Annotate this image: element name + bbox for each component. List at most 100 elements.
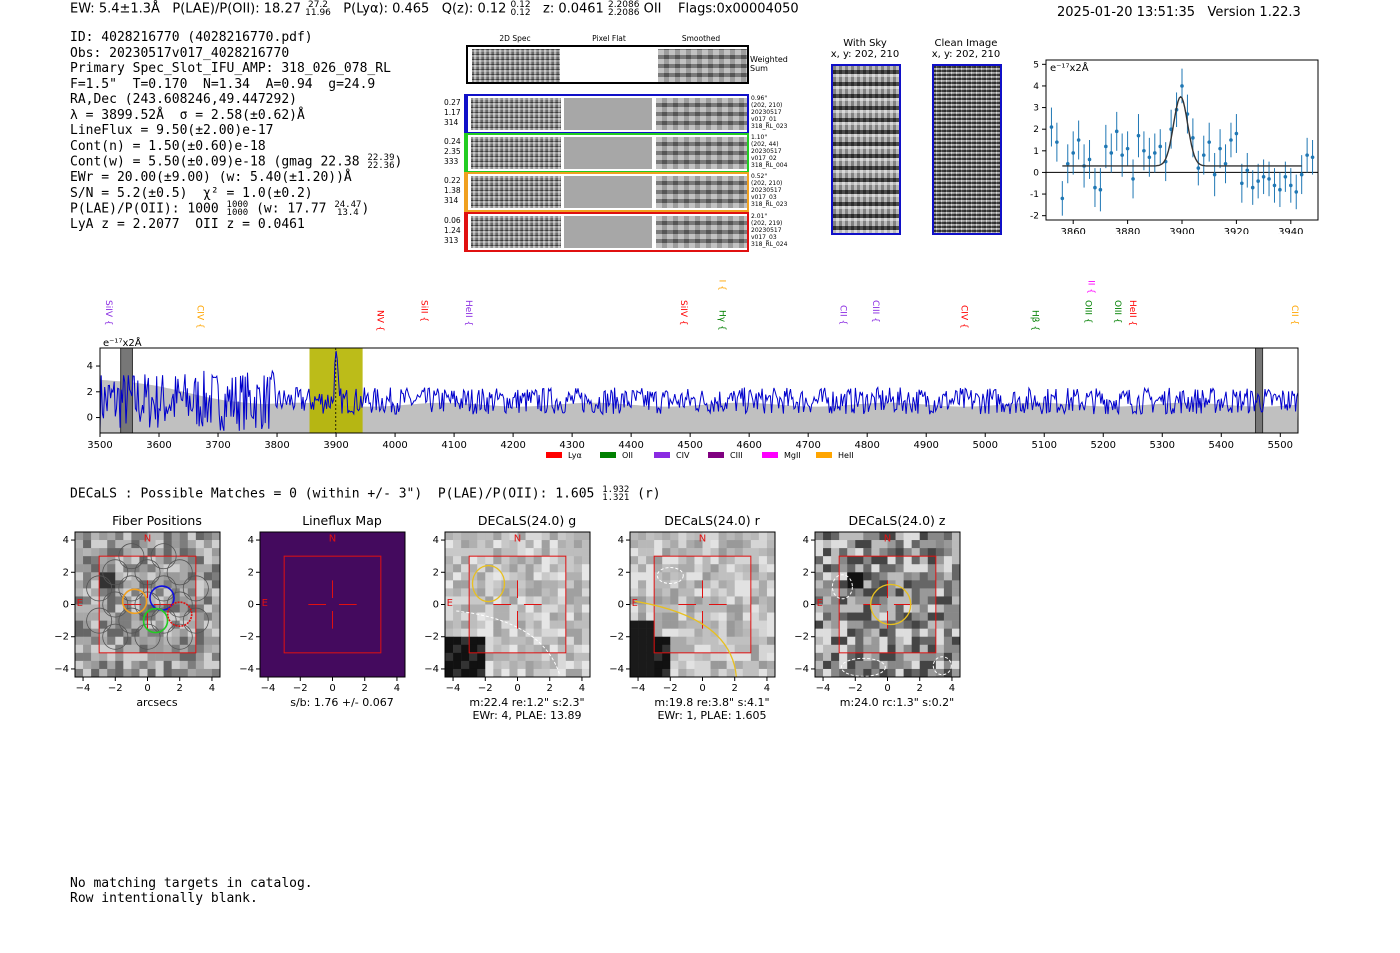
panel-pixel — [509, 580, 518, 589]
zoom-data-point — [1147, 155, 1152, 160]
panel-pixel — [662, 532, 671, 541]
panel-pixel — [573, 548, 583, 557]
panel-pixel — [477, 628, 486, 638]
panel-pixel — [815, 668, 824, 678]
zoom-data-point — [1250, 185, 1255, 190]
panel-pixel — [702, 604, 711, 613]
panel-pixel — [951, 612, 961, 621]
panel-pixel — [75, 660, 84, 670]
col-header-smoothed: Smoothed — [681, 34, 721, 43]
panel-pixel — [541, 644, 551, 654]
panel-pixel — [179, 652, 189, 662]
panel-pixel — [831, 548, 840, 557]
info-plae-row: P(LAE)/P(OII): 1000 1000 1000 (w: 17.77 2… — [70, 200, 370, 218]
panel-pixel — [75, 572, 84, 581]
cutout-meta: v017_03 — [751, 194, 777, 201]
panel-pixel — [461, 540, 470, 549]
source-ellipse — [471, 564, 506, 603]
panel-caption-1-1: arcsecs — [136, 696, 178, 709]
panel-pixel — [734, 532, 744, 541]
panel-pixel — [951, 660, 961, 670]
zoom-ytick-label: 2 — [1033, 125, 1039, 135]
panel-pixel — [839, 644, 848, 654]
panel-pixel — [187, 540, 197, 549]
panel-pixel — [533, 612, 542, 621]
panel-pixel — [147, 636, 156, 646]
panel-pixel — [75, 540, 84, 549]
legend-swatch — [708, 452, 724, 458]
panel-pixel — [525, 628, 534, 638]
panel-pixel — [871, 564, 880, 573]
panel-pixel — [171, 668, 181, 678]
panel-pixel — [678, 636, 687, 646]
panel-xtick-label: 4 — [949, 683, 955, 694]
panel-pixel — [895, 636, 904, 646]
panel-pixel — [654, 620, 663, 629]
panel-pixel — [686, 540, 695, 549]
full-spectrum-chart: 3500 3600 3700 3800 3900 4000 4100 4200 4300 4400… — [87, 280, 1299, 460]
full-line-marker: SiII { — [419, 300, 429, 322]
panel-pixel — [187, 532, 197, 541]
panel-pixel — [815, 612, 824, 621]
panel-pixel — [766, 644, 776, 654]
header-z: z: 0.0461 — [543, 1, 604, 17]
panel-pixel — [195, 660, 205, 670]
panel-pixel — [646, 636, 655, 646]
panel-pixel — [493, 580, 502, 589]
header-q-range: 0.12 0.12 — [510, 0, 531, 18]
full-line-marker-label: OIII { — [1112, 300, 1122, 324]
panel-pixel — [823, 644, 832, 654]
panel-pixel — [155, 588, 164, 597]
east-mark: E — [447, 598, 453, 609]
panel-pixel — [469, 564, 478, 573]
fiber-circle — [134, 559, 161, 586]
panel-pixel — [123, 620, 132, 629]
panel-pixel — [565, 588, 575, 597]
full-line-marker-label: HeII { — [1127, 300, 1137, 326]
panel-pixel — [517, 532, 526, 541]
panel-pixel — [541, 588, 551, 597]
panel-pixel — [847, 636, 856, 646]
panel-pixel — [557, 556, 567, 565]
panel-pixel — [187, 660, 197, 670]
panel-pixel — [919, 540, 929, 549]
panel-pixel — [895, 668, 904, 678]
zoom-data-point — [1294, 190, 1299, 194]
panel-pixel — [718, 556, 727, 565]
panel-xtick-label: 4 — [394, 683, 400, 694]
panel-pixel — [485, 580, 494, 589]
header-z-range: 2.2086 2.2086 — [607, 0, 640, 18]
panel-pixel — [887, 628, 896, 638]
panel-pixel — [710, 660, 719, 670]
panel-caption-1-2: s/b: 1.76 +/- 0.067 — [290, 696, 394, 709]
panel-pixel — [557, 548, 567, 557]
cutout-smoothed — [656, 137, 747, 169]
panel-pixel — [654, 668, 663, 678]
zoom-data-point — [1256, 179, 1260, 183]
panel-pixel — [549, 540, 559, 549]
panel-pixel — [195, 668, 205, 678]
zoom-data-point — [1272, 183, 1277, 188]
panel-pixel — [581, 580, 591, 589]
panel-pixel — [895, 612, 904, 621]
zoom-data-point — [1223, 161, 1228, 166]
panel-pixel — [549, 604, 559, 613]
panel-pixel — [211, 596, 221, 605]
north-mark: N — [514, 534, 521, 545]
panel-pixel — [927, 572, 937, 581]
cutout-row-stats-1: 0.27 1.17 314 — [444, 98, 464, 128]
panel-aperture-box — [98, 555, 197, 654]
cutout-pixelflat — [564, 137, 652, 169]
panel-pixel — [726, 620, 736, 629]
zoom-data-point — [1212, 172, 1217, 177]
panel-pixel — [107, 660, 116, 670]
panel-pixel — [855, 548, 864, 557]
panel-pixel — [99, 540, 108, 549]
panel-pixel — [445, 636, 454, 646]
panel-pixel — [115, 628, 124, 638]
panel-pixel — [638, 532, 647, 541]
panel-pixel — [179, 572, 189, 581]
panel-pixel — [565, 660, 575, 670]
panel-pixel — [75, 532, 84, 541]
source-ellipse — [634, 600, 737, 678]
